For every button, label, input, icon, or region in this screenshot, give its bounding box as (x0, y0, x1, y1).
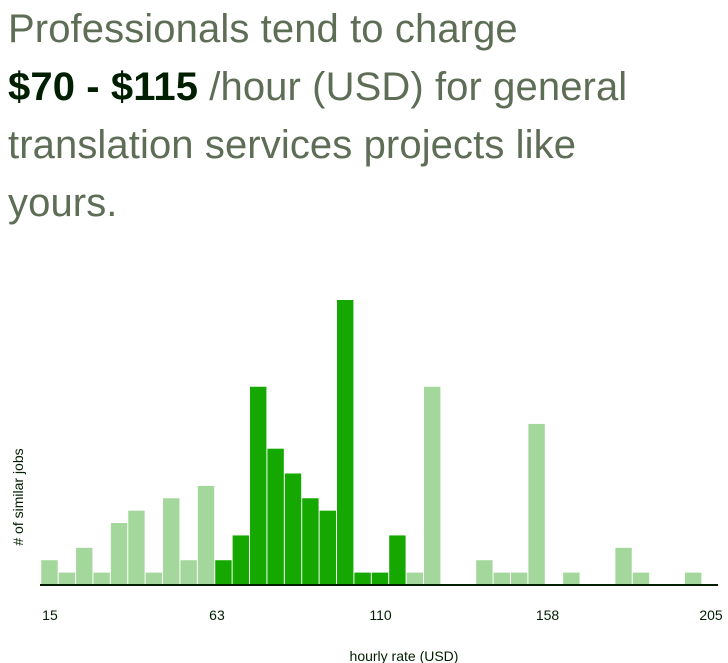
histogram-bar (232, 535, 250, 585)
histogram-bar (632, 572, 650, 585)
x-tick-label: 205 (699, 607, 723, 623)
histogram-bars (41, 300, 702, 585)
histogram-bar (563, 572, 580, 585)
histogram-bar (389, 535, 406, 585)
x-tick-label: 158 (536, 607, 560, 623)
histogram-bar (423, 386, 441, 585)
histogram-bar (615, 547, 632, 585)
histogram-bar (76, 547, 93, 585)
histogram-bar (180, 560, 197, 585)
histogram-bar (128, 510, 145, 585)
rate-range: $70 - $115 (8, 65, 199, 109)
histogram-bar (371, 572, 389, 585)
histogram-bar (163, 498, 180, 585)
histogram-bar (302, 498, 319, 585)
histogram-bar (354, 572, 371, 585)
headline-line-3: translation services projects like (8, 123, 577, 167)
hourly-rate-histogram: 15 63 110 158 205 # of similar jobs hourly r… (10, 300, 723, 663)
histogram-bar (41, 560, 58, 585)
histogram-bar (250, 386, 267, 585)
headline: Professionals tend to charge $70 - $115 /… (8, 0, 720, 232)
x-tick-label: 63 (209, 607, 225, 623)
x-tick-label: 15 (42, 607, 58, 623)
histogram-bar (284, 473, 302, 585)
headline-line-1: Professionals tend to charge (8, 7, 518, 51)
histogram-bar (510, 572, 528, 585)
x-axis-tick-labels: 15 63 110 158 205 (42, 607, 723, 623)
histogram-bar (145, 572, 163, 585)
y-axis-label: # of similar jobs (10, 448, 26, 545)
histogram-bar (197, 485, 215, 585)
headline-rate-suffix: /hour (USD) for general (198, 65, 628, 109)
x-axis-label: hourly rate (USD) (350, 648, 459, 663)
histogram-bar (476, 560, 493, 585)
histogram-bar (406, 572, 423, 585)
histogram-bar (267, 448, 284, 585)
histogram-bar (528, 423, 545, 585)
histogram-bar (215, 560, 232, 585)
histogram-bar (110, 523, 128, 585)
histogram-bar (58, 572, 76, 585)
histogram-bar (684, 572, 702, 585)
histogram-bar (337, 300, 354, 585)
headline-line-4: yours. (8, 181, 118, 225)
histogram-bar (319, 510, 337, 585)
histogram-bar (93, 572, 110, 585)
x-tick-label: 110 (369, 607, 392, 623)
histogram-bar (493, 572, 510, 585)
